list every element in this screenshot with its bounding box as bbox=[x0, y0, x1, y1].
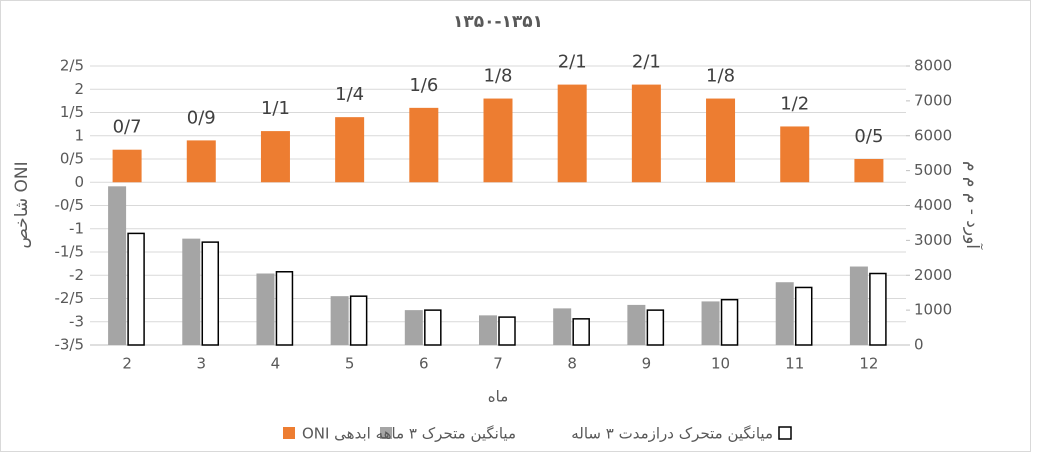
y-tick-label: 2/5 bbox=[60, 57, 84, 75]
y-tick-label: 0 bbox=[74, 173, 84, 191]
data-label: 1/1 bbox=[261, 98, 290, 119]
data-label: 0/9 bbox=[187, 107, 216, 128]
legend-swatch bbox=[380, 427, 392, 439]
y-tick-label: -1/5 bbox=[54, 243, 84, 261]
x-tick-label: 11 bbox=[785, 355, 804, 373]
x-tick-label: 3 bbox=[196, 355, 206, 373]
legend-label: ONI bbox=[302, 425, 329, 443]
y2-tick-label: 1000 bbox=[914, 301, 952, 319]
bar bbox=[256, 273, 275, 345]
bar bbox=[849, 266, 868, 345]
y2-tick-label: 4000 bbox=[914, 196, 952, 214]
x-tick-label: 2 bbox=[122, 355, 132, 373]
bar bbox=[720, 298, 739, 346]
x-tick-label: 10 bbox=[711, 355, 730, 373]
bar bbox=[182, 238, 201, 345]
y-tick-label: -3 bbox=[69, 312, 84, 330]
bar bbox=[557, 84, 587, 183]
y-tick-label: 1 bbox=[74, 126, 84, 144]
bar bbox=[706, 98, 736, 183]
data-label: 1/6 bbox=[409, 75, 438, 96]
bar bbox=[409, 107, 439, 183]
data-label: 2/1 bbox=[558, 52, 587, 73]
legend-label: میانگین متحرک درازمدت ۳ ساله bbox=[571, 425, 773, 443]
y-tick-label: -2/5 bbox=[54, 289, 84, 307]
bar bbox=[498, 316, 516, 346]
bar bbox=[108, 186, 127, 345]
bar bbox=[479, 315, 497, 345]
bar bbox=[349, 295, 368, 346]
x-tick-label: 6 bbox=[419, 355, 429, 373]
y2-axis-label: آورد - م م م bbox=[962, 161, 984, 250]
y2-tick-label: 2000 bbox=[914, 266, 952, 284]
bar bbox=[572, 318, 590, 346]
x-tick-label: 7 bbox=[493, 355, 503, 373]
data-label: 1/4 bbox=[335, 84, 364, 105]
bar bbox=[335, 117, 365, 183]
bar bbox=[775, 282, 794, 345]
bar bbox=[627, 304, 646, 345]
y2-tick-label: 3000 bbox=[914, 231, 952, 249]
y-tick-label: -3/5 bbox=[54, 336, 84, 354]
bar bbox=[701, 301, 720, 345]
x-tick-label: 5 bbox=[345, 355, 355, 373]
legend-label: میانگین متحرک ۳ ماهه ابدهی bbox=[334, 425, 516, 443]
data-label: 1/2 bbox=[780, 93, 809, 114]
y2-tick-label: 8000 bbox=[914, 57, 952, 75]
y-tick-label: 1/5 bbox=[60, 103, 84, 121]
bar bbox=[404, 310, 423, 345]
chart-title: ۱۳۵۰-۱۳۵۱ bbox=[453, 12, 543, 32]
y2-tick-label: 0 bbox=[914, 336, 924, 354]
legend-swatch bbox=[778, 426, 792, 440]
bar bbox=[127, 232, 145, 346]
bar bbox=[201, 241, 220, 346]
bar bbox=[646, 309, 665, 346]
x-tick-label: 8 bbox=[567, 355, 577, 373]
y-tick-label: -0/5 bbox=[54, 196, 84, 214]
bar bbox=[553, 308, 572, 345]
bar bbox=[424, 309, 442, 346]
x-tick-label: 4 bbox=[271, 355, 281, 373]
x-tick-label: 12 bbox=[859, 355, 878, 373]
bar bbox=[631, 84, 661, 183]
bar bbox=[275, 271, 294, 346]
y-tick-label: -2 bbox=[69, 266, 84, 284]
bar bbox=[112, 149, 142, 183]
x-tick-label: 9 bbox=[642, 355, 652, 373]
y-axis-label: شاخص ONI bbox=[12, 161, 32, 248]
y-tick-label: -1 bbox=[69, 219, 84, 237]
y-tick-label: 0/5 bbox=[60, 150, 84, 168]
data-label: 2/1 bbox=[632, 52, 661, 73]
x-axis-label: ماه bbox=[488, 388, 508, 406]
y-tick-label: 2 bbox=[74, 80, 84, 98]
bar bbox=[186, 140, 216, 183]
y2-tick-label: 7000 bbox=[914, 91, 952, 109]
y2-tick-label: 6000 bbox=[914, 126, 952, 144]
bar bbox=[854, 159, 884, 183]
data-label: 1/8 bbox=[706, 66, 735, 87]
legend-swatch bbox=[283, 427, 295, 439]
data-label: 0/5 bbox=[854, 126, 883, 147]
bar bbox=[260, 131, 290, 183]
bar bbox=[869, 272, 887, 346]
y2-tick-label: 5000 bbox=[914, 161, 952, 179]
bar bbox=[483, 98, 513, 183]
data-label: 0/7 bbox=[113, 117, 142, 138]
bar bbox=[794, 286, 813, 346]
bar bbox=[780, 126, 810, 183]
data-label: 1/8 bbox=[484, 66, 513, 87]
bar bbox=[330, 296, 349, 345]
